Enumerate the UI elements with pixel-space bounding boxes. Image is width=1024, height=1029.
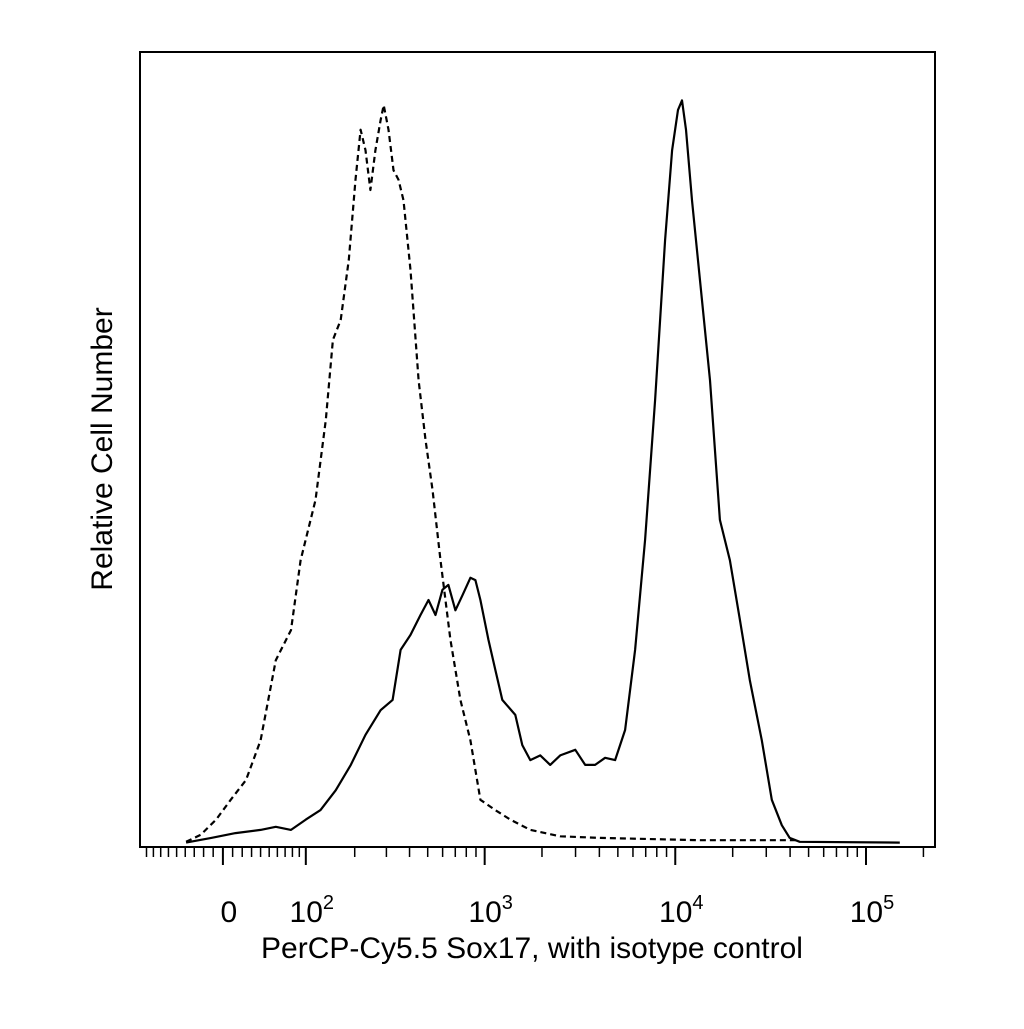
x-tick-label-exponent: 2: [323, 892, 334, 914]
x-tick-label-base: 10: [659, 896, 692, 929]
x-tick-label-base: 10: [850, 896, 883, 929]
x-tick-label: 102: [290, 892, 335, 929]
x-tick-label-exponent: 3: [502, 892, 513, 914]
x-tick-label: 105: [850, 892, 895, 929]
x-axis-title: PerCP-Cy5.5 Sox17, with isotype control: [261, 932, 803, 965]
y-axis-title: Relative Cell Number: [86, 307, 119, 590]
plot-frame: [139, 51, 936, 848]
x-tick-label-exponent: 5: [883, 892, 894, 914]
x-tick-label: 104: [659, 892, 704, 929]
x-tick-label-base: 10: [468, 896, 501, 929]
x-tick-label-base: 10: [290, 896, 323, 929]
x-tick-label-base: 0: [221, 896, 238, 929]
x-tick-label: 103: [468, 892, 513, 929]
histogram-line: [185, 104, 800, 843]
histogram-line: [185, 99, 900, 844]
x-tick-label: 0: [221, 896, 238, 929]
x-tick-label-exponent: 4: [692, 892, 703, 914]
